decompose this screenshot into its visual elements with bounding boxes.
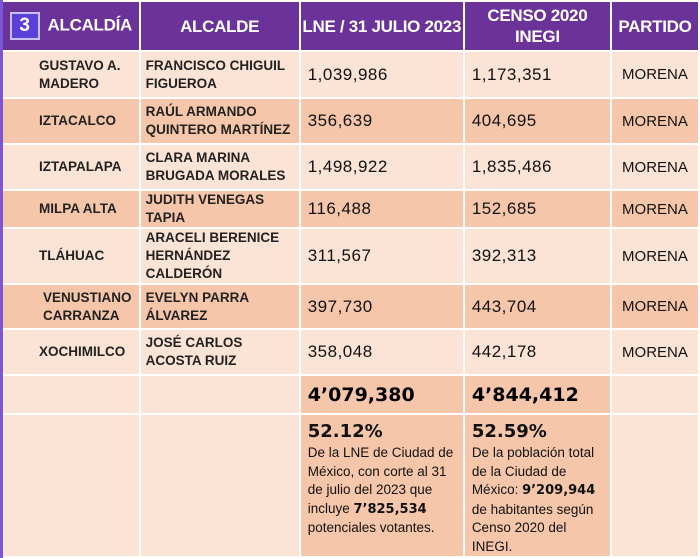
- text: de habitantes según Censo 2020 del INEGI…: [471, 501, 594, 554]
- header-lne: LNE / 31 JULIO 2023: [298, 0, 465, 52]
- partido-cell: MORENA: [609, 50, 700, 99]
- summary-censo-text: De la población total de la Ciudad de Mé…: [472, 444, 604, 556]
- total-lne: 4’079,380: [298, 374, 465, 415]
- alcaldia-cell: GUSTAVO A. MADERO: [0, 50, 141, 99]
- empty-cell: [0, 374, 141, 415]
- partido-cell: MORENA: [609, 227, 700, 285]
- summary-row: 52.12% De la LNE de Ciudad de México, co…: [0, 413, 700, 558]
- empty-cell: [138, 413, 301, 558]
- text: potenciales votantes.: [307, 520, 435, 535]
- partido-cell: MORENA: [609, 328, 700, 376]
- alcalde-cell: CLARA MARINA BRUGADA MORALES: [138, 143, 301, 191]
- alcaldia-cell: VENUSTIANO CARRANZA: [0, 283, 141, 330]
- alcaldia-cell: TLÁHUAC: [0, 227, 141, 285]
- censo-cell: 443,704: [462, 283, 612, 330]
- header-alcaldia: 3 ALCALDÍA: [0, 0, 141, 52]
- alcalde-cell: ARACELI BERENICE HERNÁNDEZ CALDERÓN: [138, 227, 301, 285]
- alcalde-cell: FRANCISCO CHIGUIL FIGUEROA: [138, 50, 301, 99]
- summary-lne-pct: 52.12%: [307, 421, 383, 442]
- lne-cell: 397,730: [298, 283, 465, 330]
- empty-cell: [138, 374, 301, 415]
- lne-cell: 116,488: [298, 189, 465, 229]
- votantes-count: 7’825,534: [353, 501, 427, 517]
- header-alcalde: ALCALDE: [138, 0, 301, 52]
- totals-row: 4’079,380 4’844,412: [0, 374, 700, 415]
- alcaldia-cell: XOCHIMILCO: [0, 328, 141, 376]
- table-row: MILPA ALTA JUDITH VENEGAS TAPIA 116,488 152…: [0, 189, 700, 229]
- partido-cell: MORENA: [609, 97, 700, 145]
- habitantes-count: 9’209,944: [522, 483, 596, 498]
- text: De la LNE de Ciudad de México, con corte…: [307, 445, 454, 516]
- table-row: TLÁHUAC ARACELI BERENICE HERNÁNDEZ CALDER…: [0, 227, 700, 285]
- text: De la población total de la Ciudad de Mé…: [471, 445, 595, 497]
- empty-cell: [609, 413, 700, 558]
- alcaldia-cell: MILPA ALTA: [0, 189, 141, 229]
- table-row: IZTAPALAPA CLARA MARINA BRUGADA MORALES 1,…: [0, 143, 700, 191]
- alcalde-cell: JUDITH VENEGAS TAPIA: [138, 189, 301, 229]
- header-row: 3 ALCALDÍA ALCALDE LNE / 31 JULIO 2023 CE…: [0, 0, 700, 52]
- lne-cell: 311,567: [298, 227, 465, 285]
- alcalde-cell: JOSÉ CARLOS ACOSTA RUIZ: [138, 328, 301, 376]
- alcaldia-cell: IZTACALCO: [0, 97, 141, 145]
- total-censo: 4’844,412: [462, 374, 612, 415]
- censo-cell: 152,685: [462, 189, 612, 229]
- lne-cell: 358,048: [298, 328, 465, 376]
- summary-lne: 52.12% De la LNE de Ciudad de México, co…: [298, 413, 465, 558]
- header-alcaldia-label: ALCALDÍA: [47, 15, 133, 35]
- table-row: GUSTAVO A. MADERO FRANCISCO CHIGUIL FIGUE…: [0, 50, 700, 99]
- alcalde-cell: EVELYN PARRA ÁLVAREZ: [138, 283, 301, 330]
- empty-cell: [609, 374, 700, 415]
- summary-lne-text: De la LNE de Ciudad de México, con corte…: [308, 444, 457, 538]
- lne-cell: 1,498,922: [298, 143, 465, 191]
- alcaldia-cell: IZTAPALAPA: [0, 143, 141, 191]
- empty-cell: [0, 413, 141, 558]
- censo-cell: 404,695: [462, 97, 612, 145]
- partido-cell: MORENA: [609, 143, 700, 191]
- partido-cell: MORENA: [609, 189, 700, 229]
- header-censo: CENSO 2020 INEGI: [462, 0, 612, 52]
- censo-cell: 1,173,351: [462, 50, 612, 99]
- alcalde-cell: RAÚL ARMANDO QUINTERO MARTÍNEZ: [138, 97, 301, 145]
- lne-cell: 1,039,986: [298, 50, 465, 99]
- censo-cell: 442,178: [462, 328, 612, 376]
- censo-cell: 392,313: [462, 227, 612, 285]
- header-partido: PARTIDO: [609, 0, 700, 52]
- lne-cell: 356,639: [298, 97, 465, 145]
- table-row: IZTACALCO RAÚL ARMANDO QUINTERO MARTÍNEZ 3…: [0, 97, 700, 145]
- number-badge: 3: [9, 12, 40, 40]
- summary-censo: 52.59% De la población total de la Ciuda…: [462, 413, 612, 558]
- summary-censo-pct: 52.59%: [471, 421, 547, 442]
- table-row: VENUSTIANO CARRANZA EVELYN PARRA ÁLVAREZ 3…: [0, 283, 700, 330]
- table-row: XOCHIMILCO JOSÉ CARLOS ACOSTA RUIZ 358,048…: [0, 328, 700, 376]
- partido-cell: MORENA: [609, 283, 700, 330]
- censo-cell: 1,835,486: [462, 143, 612, 191]
